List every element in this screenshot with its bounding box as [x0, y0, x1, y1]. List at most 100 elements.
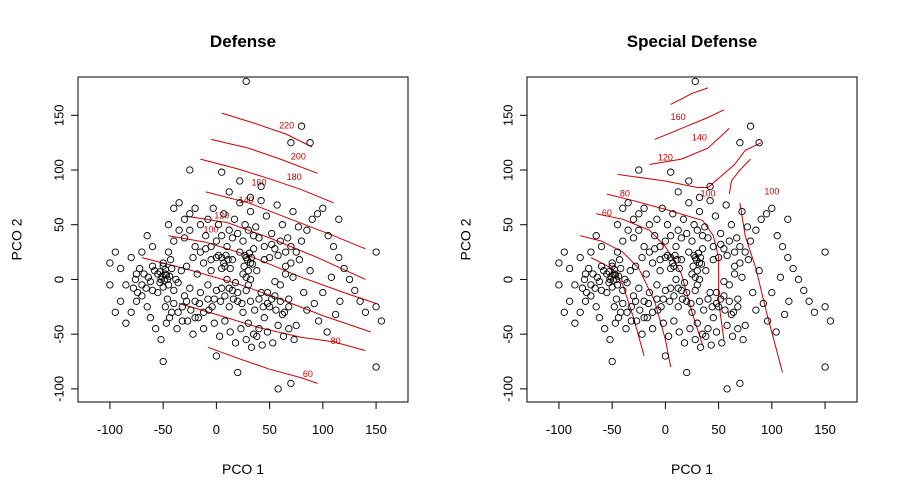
data-point [555, 281, 563, 289]
data-point [780, 310, 789, 319]
data-point [704, 234, 712, 242]
contour-label: 140 [692, 133, 707, 143]
data-point [674, 188, 682, 196]
data-point [738, 273, 746, 281]
contour-line [205, 191, 366, 250]
data-point [695, 275, 704, 284]
data-point [587, 281, 595, 289]
data-point [603, 288, 611, 297]
data-point [140, 270, 148, 278]
data-point [727, 310, 736, 319]
contour-label: 100 [764, 186, 779, 196]
data-point [216, 297, 225, 305]
data-point [560, 308, 568, 316]
data-point [212, 352, 221, 360]
data-point [678, 295, 687, 303]
data-point [755, 139, 763, 147]
data-point [694, 249, 703, 257]
data-point [212, 286, 221, 295]
x-tick-label: 150 [814, 422, 836, 437]
contour-label: 120 [214, 210, 229, 220]
data-point [591, 284, 599, 292]
data-point [821, 248, 829, 256]
data-point [231, 339, 240, 347]
data-point [292, 321, 300, 330]
contour-label: 160 [251, 178, 266, 188]
data-point [592, 303, 600, 311]
data-point [324, 232, 332, 240]
data-point [210, 295, 218, 303]
x-tick-label: 100 [761, 422, 783, 437]
data-point [221, 317, 229, 325]
data-point [734, 303, 742, 311]
data-point [675, 328, 683, 336]
data-point [212, 237, 221, 245]
data-point [225, 226, 233, 234]
data-point [680, 339, 689, 347]
data-point [581, 297, 590, 305]
data-point [763, 317, 772, 325]
data-point [319, 288, 327, 297]
contour-label: 120 [658, 152, 673, 162]
data-point [281, 262, 290, 270]
data-point [661, 237, 670, 245]
data-point [721, 306, 729, 314]
x-tick-label: 0 [662, 422, 669, 437]
data-point [252, 223, 260, 231]
chart-title: Special Defense [627, 32, 757, 51]
data-point [278, 221, 287, 229]
data-point [191, 204, 199, 212]
data-point [741, 248, 749, 256]
data-point [204, 281, 212, 289]
y-tick-label: 50 [51, 217, 66, 231]
data-point [242, 77, 250, 86]
data-point [306, 139, 314, 147]
data-point [689, 262, 697, 270]
contour-line [200, 158, 334, 204]
contour-line [670, 87, 709, 105]
data-point [244, 319, 252, 327]
contour-line [210, 138, 318, 174]
data-point [677, 234, 686, 242]
y-tick-label: -100 [500, 376, 515, 402]
data-point [273, 201, 281, 209]
x-tick-label: -50 [603, 422, 622, 437]
data-point [656, 267, 664, 275]
data-point [720, 245, 728, 253]
data-point [356, 297, 364, 305]
data-point [629, 234, 638, 242]
data-point [611, 271, 620, 279]
data-point [244, 267, 252, 275]
data-point [727, 221, 736, 229]
data-point [174, 279, 182, 287]
data-point [578, 284, 587, 292]
data-point [651, 232, 659, 240]
data-point [685, 177, 693, 185]
data-point [642, 270, 650, 278]
data-point [619, 299, 627, 308]
data-point [300, 288, 308, 297]
data-point [673, 256, 681, 264]
data-point [225, 284, 233, 292]
data-point [743, 223, 752, 231]
data-point [331, 310, 340, 319]
data-point [253, 332, 261, 340]
data-point [640, 297, 648, 305]
data-point [372, 303, 380, 311]
data-point [601, 325, 609, 333]
data-point [260, 242, 268, 251]
data-point [207, 256, 215, 264]
data-point [725, 297, 733, 305]
data-point [733, 234, 741, 242]
data-point [146, 314, 155, 322]
x-tick-label: 0 [213, 422, 220, 437]
data-point [723, 251, 731, 260]
data-point [336, 297, 344, 305]
data-point [714, 253, 723, 262]
data-point [636, 306, 644, 314]
data-point [164, 248, 173, 256]
data-point [223, 242, 231, 251]
data-point [279, 332, 288, 340]
data-point [730, 262, 739, 270]
data-point [576, 308, 584, 316]
